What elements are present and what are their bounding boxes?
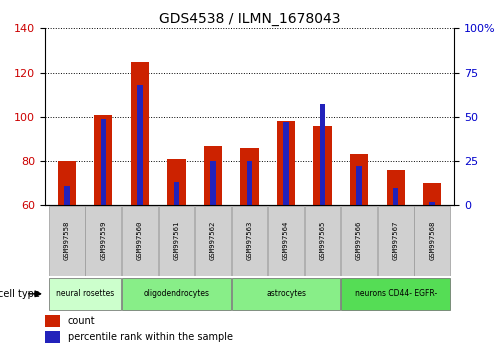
Bar: [247, 161, 252, 205]
Bar: [45, 315, 60, 327]
Text: neural rosettes: neural rosettes: [56, 289, 114, 298]
Bar: [195, 206, 231, 276]
Text: GSM997558: GSM997558: [64, 221, 70, 261]
Bar: [174, 182, 179, 205]
Bar: [305, 206, 340, 276]
Text: GSM997559: GSM997559: [100, 221, 106, 261]
Text: neurons CD44- EGFR-: neurons CD44- EGFR-: [354, 289, 437, 298]
Title: GDS4538 / ILMN_1678043: GDS4538 / ILMN_1678043: [159, 12, 340, 26]
Bar: [101, 119, 106, 205]
Bar: [393, 188, 398, 205]
Text: percentile rank within the sample: percentile rank within the sample: [68, 332, 233, 342]
Text: GSM997566: GSM997566: [356, 221, 362, 261]
Text: GSM997560: GSM997560: [137, 221, 143, 261]
Text: GSM997565: GSM997565: [319, 221, 325, 261]
Text: GSM997563: GSM997563: [247, 221, 252, 261]
Bar: [122, 206, 158, 276]
Text: GSM997564: GSM997564: [283, 221, 289, 261]
Bar: [64, 186, 69, 205]
Bar: [94, 115, 112, 205]
Bar: [232, 278, 340, 310]
Bar: [356, 166, 362, 205]
Bar: [122, 278, 231, 310]
Text: astrocytes: astrocytes: [266, 289, 306, 298]
Bar: [232, 206, 267, 276]
Bar: [378, 206, 414, 276]
Bar: [341, 278, 450, 310]
Bar: [341, 206, 377, 276]
Bar: [49, 206, 85, 276]
Bar: [210, 161, 216, 205]
Text: count: count: [68, 316, 95, 326]
Bar: [387, 170, 405, 205]
Bar: [85, 206, 121, 276]
Bar: [268, 206, 304, 276]
Bar: [423, 183, 441, 205]
Bar: [414, 206, 450, 276]
Bar: [313, 126, 332, 205]
Bar: [241, 148, 258, 205]
Text: GSM997568: GSM997568: [429, 221, 435, 261]
Bar: [167, 159, 186, 205]
Text: GSM997562: GSM997562: [210, 221, 216, 261]
Bar: [45, 331, 60, 343]
Bar: [49, 278, 121, 310]
Bar: [58, 161, 76, 205]
Bar: [350, 154, 368, 205]
Bar: [277, 121, 295, 205]
Bar: [283, 122, 289, 205]
Text: oligodendrocytes: oligodendrocytes: [143, 289, 210, 298]
Bar: [159, 206, 194, 276]
Bar: [320, 104, 325, 205]
Bar: [137, 85, 143, 205]
Text: GSM997567: GSM997567: [393, 221, 399, 261]
Bar: [430, 202, 435, 205]
Bar: [131, 62, 149, 205]
Text: GSM997561: GSM997561: [174, 221, 180, 261]
Text: cell type: cell type: [0, 289, 40, 299]
Bar: [204, 145, 222, 205]
